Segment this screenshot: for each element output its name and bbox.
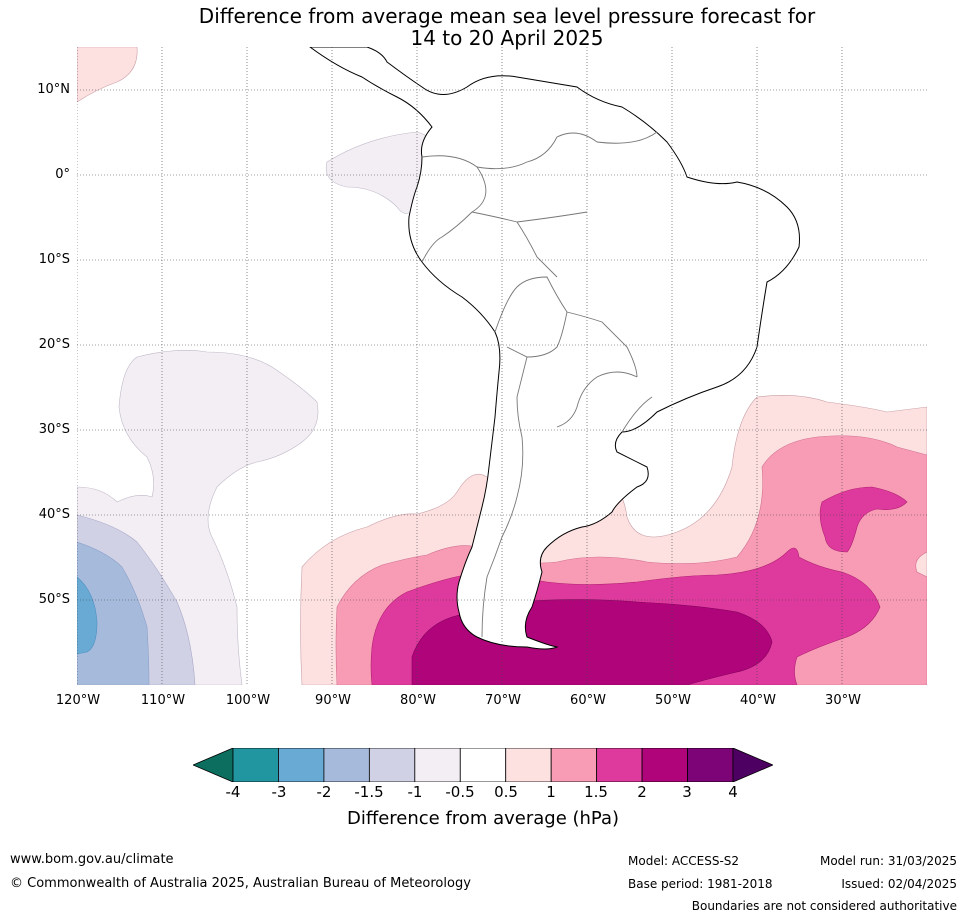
model-run: Model run: 31/03/2025 — [819, 854, 957, 868]
lat-label-20s: 20°S — [38, 337, 70, 352]
lon-label-60w: 60°W — [570, 693, 606, 708]
anomaly-contours — [77, 47, 927, 685]
colorbar-tick: 1.5 — [584, 783, 608, 801]
boundaries-disclaimer: Boundaries are not considered authoritat… — [691, 899, 957, 913]
colorbar-segment — [368, 748, 416, 782]
title-line-1: Difference from average mean sea level p… — [198, 4, 816, 28]
colorbar-segment — [414, 748, 461, 782]
issued-date: Issued: 02/04/2025 — [841, 877, 957, 891]
colorbar-tick: -2 — [316, 783, 332, 801]
country-boundaries — [421, 131, 658, 638]
colorbar-extend-high — [732, 748, 773, 782]
copyright-notice: © Commonwealth of Australia 2025, Austra… — [10, 876, 471, 891]
lat-label-0: 0° — [55, 167, 70, 182]
base-period: Base period: 1981-2018 — [628, 877, 773, 891]
lon-label-50w: 50°W — [655, 693, 691, 708]
colorbar-segment — [323, 748, 370, 782]
colorbar-tick: 3 — [682, 783, 692, 801]
land-outlines — [309, 47, 800, 650]
lon-label-90w: 90°W — [315, 693, 351, 708]
title-line-2: 14 to 20 April 2025 — [410, 26, 604, 50]
contour-neg2-neg3 — [77, 576, 98, 655]
website-link[interactable]: www.bom.gov.au/climate — [10, 852, 174, 867]
contour-0.5-1-north — [77, 47, 138, 103]
colorbar — [193, 748, 773, 782]
lon-label-110w: 110°W — [140, 693, 186, 708]
map-title: Difference from average mean sea level p… — [77, 5, 937, 49]
colorbar-tick: -1 — [407, 783, 423, 801]
south-america-outline — [309, 47, 800, 650]
colorbar-segment — [278, 748, 325, 782]
pressure-anomaly-map — [77, 47, 927, 685]
colorbar-tick: 1 — [546, 783, 556, 801]
colorbar-title: Difference from average (hPa) — [346, 808, 620, 829]
colorbar-tick: 0.5 — [494, 783, 518, 801]
colorbar-tick: 2 — [637, 783, 647, 801]
map-gridlines — [77, 47, 927, 685]
lon-label-120w: 120°W — [55, 693, 101, 708]
colorbar-segment — [687, 748, 734, 782]
colorbar-tick: -0.5 — [445, 783, 475, 801]
lat-label-10n: 10°N — [37, 82, 70, 97]
model-name: Model: ACCESS-S2 — [628, 854, 740, 868]
colorbar-segment — [232, 748, 279, 782]
colorbar-segment — [505, 748, 552, 782]
lat-label-10s: 10°S — [38, 252, 70, 267]
colorbar-segment — [459, 748, 507, 782]
colorbar-segment — [641, 748, 688, 782]
lat-label-40s: 40°S — [38, 507, 70, 522]
colorbar-tick: -1.5 — [354, 783, 384, 801]
colorbar-tick: -4 — [225, 783, 241, 801]
lat-label-50s: 50°S — [38, 592, 70, 607]
lon-label-30w: 30°W — [825, 693, 861, 708]
lon-label-100w: 100°W — [225, 693, 271, 708]
colorbar-tick: 4 — [728, 783, 738, 801]
colorbar-tick: -3 — [271, 783, 287, 801]
lon-label-70w: 70°W — [485, 693, 521, 708]
lon-label-80w: 80°W — [400, 693, 436, 708]
colorbar-segment — [550, 748, 598, 782]
colorbar-segment — [596, 748, 643, 782]
colorbar-extend-low — [193, 748, 234, 782]
lon-label-40w: 40°W — [740, 693, 776, 708]
contour-neg1.5-neg2 — [77, 541, 150, 685]
lat-label-30s: 30°S — [38, 422, 70, 437]
